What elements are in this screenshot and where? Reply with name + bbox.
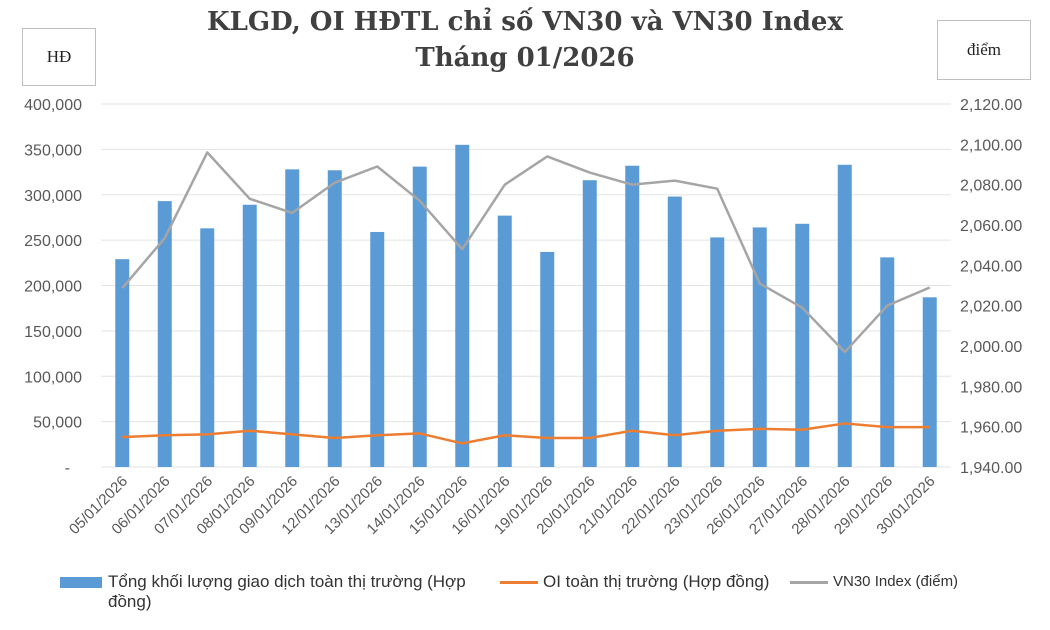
- bar-volume: [157, 201, 172, 468]
- bar-volume: [115, 259, 130, 467]
- oi-line: [122, 422, 930, 445]
- bar-volume: [667, 196, 682, 467]
- left-axis-tick-label: 50,000: [33, 415, 82, 432]
- bar-volume: [710, 237, 725, 467]
- bar-volume: [582, 180, 597, 468]
- right-axis-tick-label: 2,000.00: [960, 339, 1022, 356]
- legend-swatch-volume: [60, 577, 102, 588]
- legend-item-oi: OI toàn thị trường (Hợp đồng): [500, 572, 769, 592]
- right-axis-tick-label: 2,100.00: [960, 137, 1022, 154]
- legend-label-oi: OI toàn thị trường (Hợp đồng): [543, 572, 770, 591]
- bar-volume: [455, 144, 470, 467]
- chart-title-line-1: KLGD, OI HĐTL chỉ số VN30 và VN30 Index: [207, 7, 843, 37]
- bar-volume: [242, 204, 257, 468]
- bar-volume: [625, 165, 640, 467]
- bar-volume: [880, 257, 895, 467]
- bar-volume: [752, 227, 767, 467]
- left-axis-unit-label: HĐ: [22, 28, 96, 86]
- left-axis-tick-label: 300,000: [24, 188, 82, 205]
- legend-label-volume: Tổng khối lượng giao dịch toàn thị trườn…: [108, 572, 466, 611]
- left-axis-tick-label: 400,000: [24, 97, 82, 114]
- vn30-line: [121, 151, 931, 354]
- left-axis-tick-label: 250,000: [24, 233, 82, 250]
- right-axis-tick-label: 2,120.00: [960, 97, 1022, 114]
- bar-volume: [370, 231, 385, 467]
- bar-volume: [922, 297, 937, 467]
- left-axis-tick-label: 150,000: [24, 324, 82, 341]
- right-axis-tick-label: 2,080.00: [960, 178, 1022, 195]
- left-axis-tick-label: -: [65, 460, 70, 477]
- bar-volume: [497, 215, 512, 467]
- bar-volume: [540, 251, 555, 467]
- legend-swatch-vn30: [790, 581, 828, 584]
- bar-volume: [327, 170, 342, 467]
- right-axis-tick-label: 1,980.00: [960, 379, 1022, 396]
- right-axis-tick-label: 1,940.00: [960, 460, 1022, 477]
- left-axis-tick-label: 200,000: [24, 279, 82, 296]
- right-axis-tick-label: 2,040.00: [960, 258, 1022, 275]
- legend-label-vn30: VN30 Index (điểm): [833, 573, 959, 590]
- bar-volume: [200, 228, 215, 467]
- legend-item-volume: Tổng khối lượng giao dịch toàn thị trườn…: [60, 572, 500, 612]
- chart-title-line-2: Tháng 01/2026: [415, 43, 635, 73]
- right-axis-tick-label: 1,960.00: [960, 420, 1022, 437]
- legend-item-vn30: VN30 Index (điểm): [790, 572, 958, 592]
- left-axis-unit-text: HĐ: [46, 47, 72, 66]
- left-axis-tick-label: 350,000: [24, 142, 82, 159]
- chart-title: KLGD, OI HĐTL chỉ số VN30 và VN30 Index …: [0, 4, 1050, 76]
- right-axis-unit-text: điểm: [967, 40, 1001, 59]
- legend-swatch-oi: [500, 581, 538, 584]
- right-axis-tick-label: 2,020.00: [960, 299, 1022, 316]
- bar-volume: [795, 223, 810, 467]
- bar-volume: [285, 169, 300, 467]
- bar-volume: [412, 166, 427, 467]
- right-axis-unit-label: điểm: [937, 20, 1031, 80]
- left-axis-tick-label: 100,000: [24, 369, 82, 386]
- right-axis-tick-label: 2,060.00: [960, 218, 1022, 235]
- bar-volume: [837, 164, 852, 468]
